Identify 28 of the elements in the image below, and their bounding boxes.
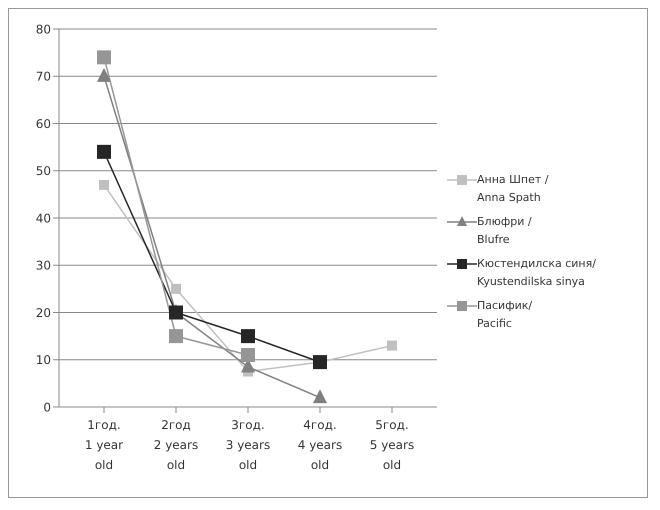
point [313, 389, 327, 404]
point [97, 50, 111, 64]
x-tick-label: 2год 2 years old [154, 418, 198, 472]
point [241, 329, 255, 344]
point [97, 68, 111, 82]
x-tick-label: 4год. 4 years old [298, 418, 342, 472]
point [97, 144, 111, 159]
y-tick-label: 70 [36, 70, 51, 84]
point [169, 329, 183, 344]
y-tick-label: 0 [43, 400, 51, 414]
y-tick-label: 50 [36, 164, 51, 178]
y-tick-label: 60 [36, 116, 51, 131]
y-tick-label: 30 [36, 258, 51, 273]
y-tick-label: 40 [36, 211, 51, 226]
y-tick-label: 10 [36, 353, 51, 368]
point [99, 180, 109, 190]
point [387, 340, 397, 351]
x-tick-label: 5год. 5 years old [370, 418, 414, 472]
y-tick-label: 80 [36, 22, 51, 36]
point [241, 348, 255, 362]
legend-label: Пасифик/ Pacific [477, 298, 532, 332]
legend-label: Блюфри / Blufre [477, 214, 532, 248]
legend-label: Анна Шпет / Anna Spath [477, 172, 548, 206]
legend-label: Кюстендилска синя/ Kyustendilska sinya [477, 256, 596, 290]
point [171, 284, 181, 294]
x-tick-label: 1год. 1 year old [84, 418, 124, 472]
x-tick-label: 3год. 3 years old [226, 418, 270, 472]
y-tick-label: 20 [36, 306, 51, 320]
